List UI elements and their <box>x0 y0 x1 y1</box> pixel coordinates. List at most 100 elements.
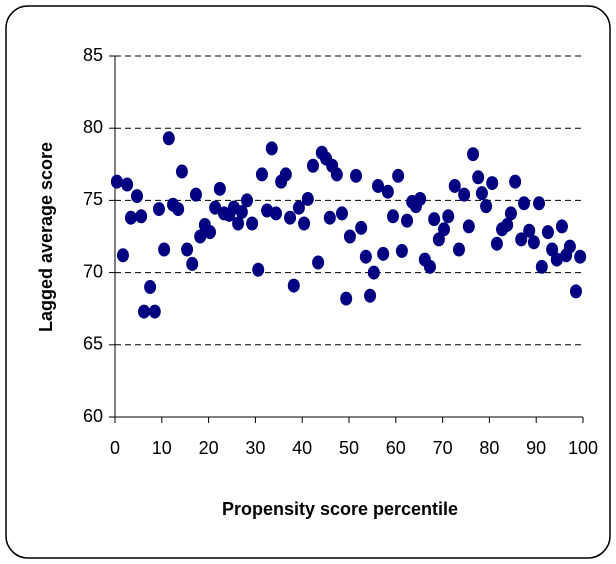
point <box>364 288 377 303</box>
point <box>232 216 245 231</box>
point <box>204 225 217 240</box>
point <box>246 216 259 231</box>
point <box>432 232 445 247</box>
point <box>298 216 311 231</box>
point <box>340 291 353 306</box>
x-tick-label: 60 <box>386 438 406 458</box>
point <box>265 141 278 156</box>
point <box>367 265 380 280</box>
point <box>504 206 517 221</box>
point <box>377 246 390 261</box>
y-tick-label: 75 <box>83 189 103 209</box>
point <box>279 167 292 182</box>
point <box>428 212 441 227</box>
point <box>323 210 336 225</box>
point <box>423 259 436 274</box>
point <box>240 193 253 208</box>
point <box>172 202 185 217</box>
point <box>312 255 325 270</box>
y-tick-label: 65 <box>83 334 103 354</box>
y-axis-label: Lagged average score <box>36 142 56 332</box>
point <box>255 167 268 182</box>
point <box>541 225 554 240</box>
point <box>343 229 356 244</box>
point <box>442 209 455 224</box>
point <box>535 259 548 274</box>
x-tick-label: 20 <box>199 438 219 458</box>
point <box>235 204 248 219</box>
point <box>181 242 194 257</box>
y-tick-label: 80 <box>83 117 103 137</box>
frame <box>5 5 611 559</box>
point <box>475 186 488 201</box>
point <box>194 229 207 244</box>
point <box>452 242 465 257</box>
point <box>350 168 363 183</box>
point <box>121 177 134 192</box>
point <box>269 206 282 221</box>
point <box>414 191 427 206</box>
point <box>189 187 202 202</box>
point <box>509 174 522 189</box>
y-tick-label: 70 <box>83 261 103 281</box>
point <box>381 184 394 199</box>
point <box>186 256 199 271</box>
point <box>301 191 314 206</box>
point <box>175 164 188 179</box>
point <box>158 242 171 257</box>
point <box>116 248 129 263</box>
point <box>355 220 368 235</box>
x-axis-label: Propensity score percentile <box>222 499 458 519</box>
point <box>518 196 531 211</box>
point <box>148 304 161 319</box>
point <box>467 147 480 162</box>
x-tick-label: 90 <box>526 438 546 458</box>
point <box>472 170 485 185</box>
point <box>110 174 123 189</box>
point <box>152 202 165 217</box>
point <box>480 199 493 214</box>
point <box>490 236 503 251</box>
point <box>458 187 471 202</box>
point <box>284 210 297 225</box>
point <box>135 209 148 224</box>
point <box>395 243 408 258</box>
point <box>292 200 305 215</box>
point <box>335 206 348 221</box>
point <box>144 280 157 295</box>
point <box>501 217 514 232</box>
y-tick-label: 60 <box>83 406 103 426</box>
point <box>386 209 399 224</box>
point <box>523 223 536 238</box>
point <box>527 235 540 250</box>
x-tick-label: 80 <box>479 438 499 458</box>
point <box>401 213 414 228</box>
y-tick-label: 85 <box>83 45 103 65</box>
x-tick-label: 50 <box>339 438 359 458</box>
point <box>569 284 582 299</box>
point <box>306 158 319 173</box>
point <box>330 167 343 182</box>
point <box>213 181 226 196</box>
point <box>550 252 563 267</box>
point <box>124 210 137 225</box>
x-tick-label: 100 <box>568 438 598 458</box>
point <box>209 200 222 215</box>
x-tick-label: 30 <box>245 438 265 458</box>
point <box>438 222 451 237</box>
x-tick-label: 40 <box>292 438 312 458</box>
x-tick-label: 10 <box>152 438 172 458</box>
point <box>138 304 151 319</box>
x-tick-label: 70 <box>433 438 453 458</box>
point <box>359 249 372 264</box>
point <box>486 176 499 191</box>
point <box>515 232 528 247</box>
point <box>574 249 587 264</box>
x-tick-label: 0 <box>110 438 120 458</box>
point <box>287 278 300 293</box>
point <box>392 168 405 183</box>
point <box>462 219 475 234</box>
point <box>533 196 546 211</box>
